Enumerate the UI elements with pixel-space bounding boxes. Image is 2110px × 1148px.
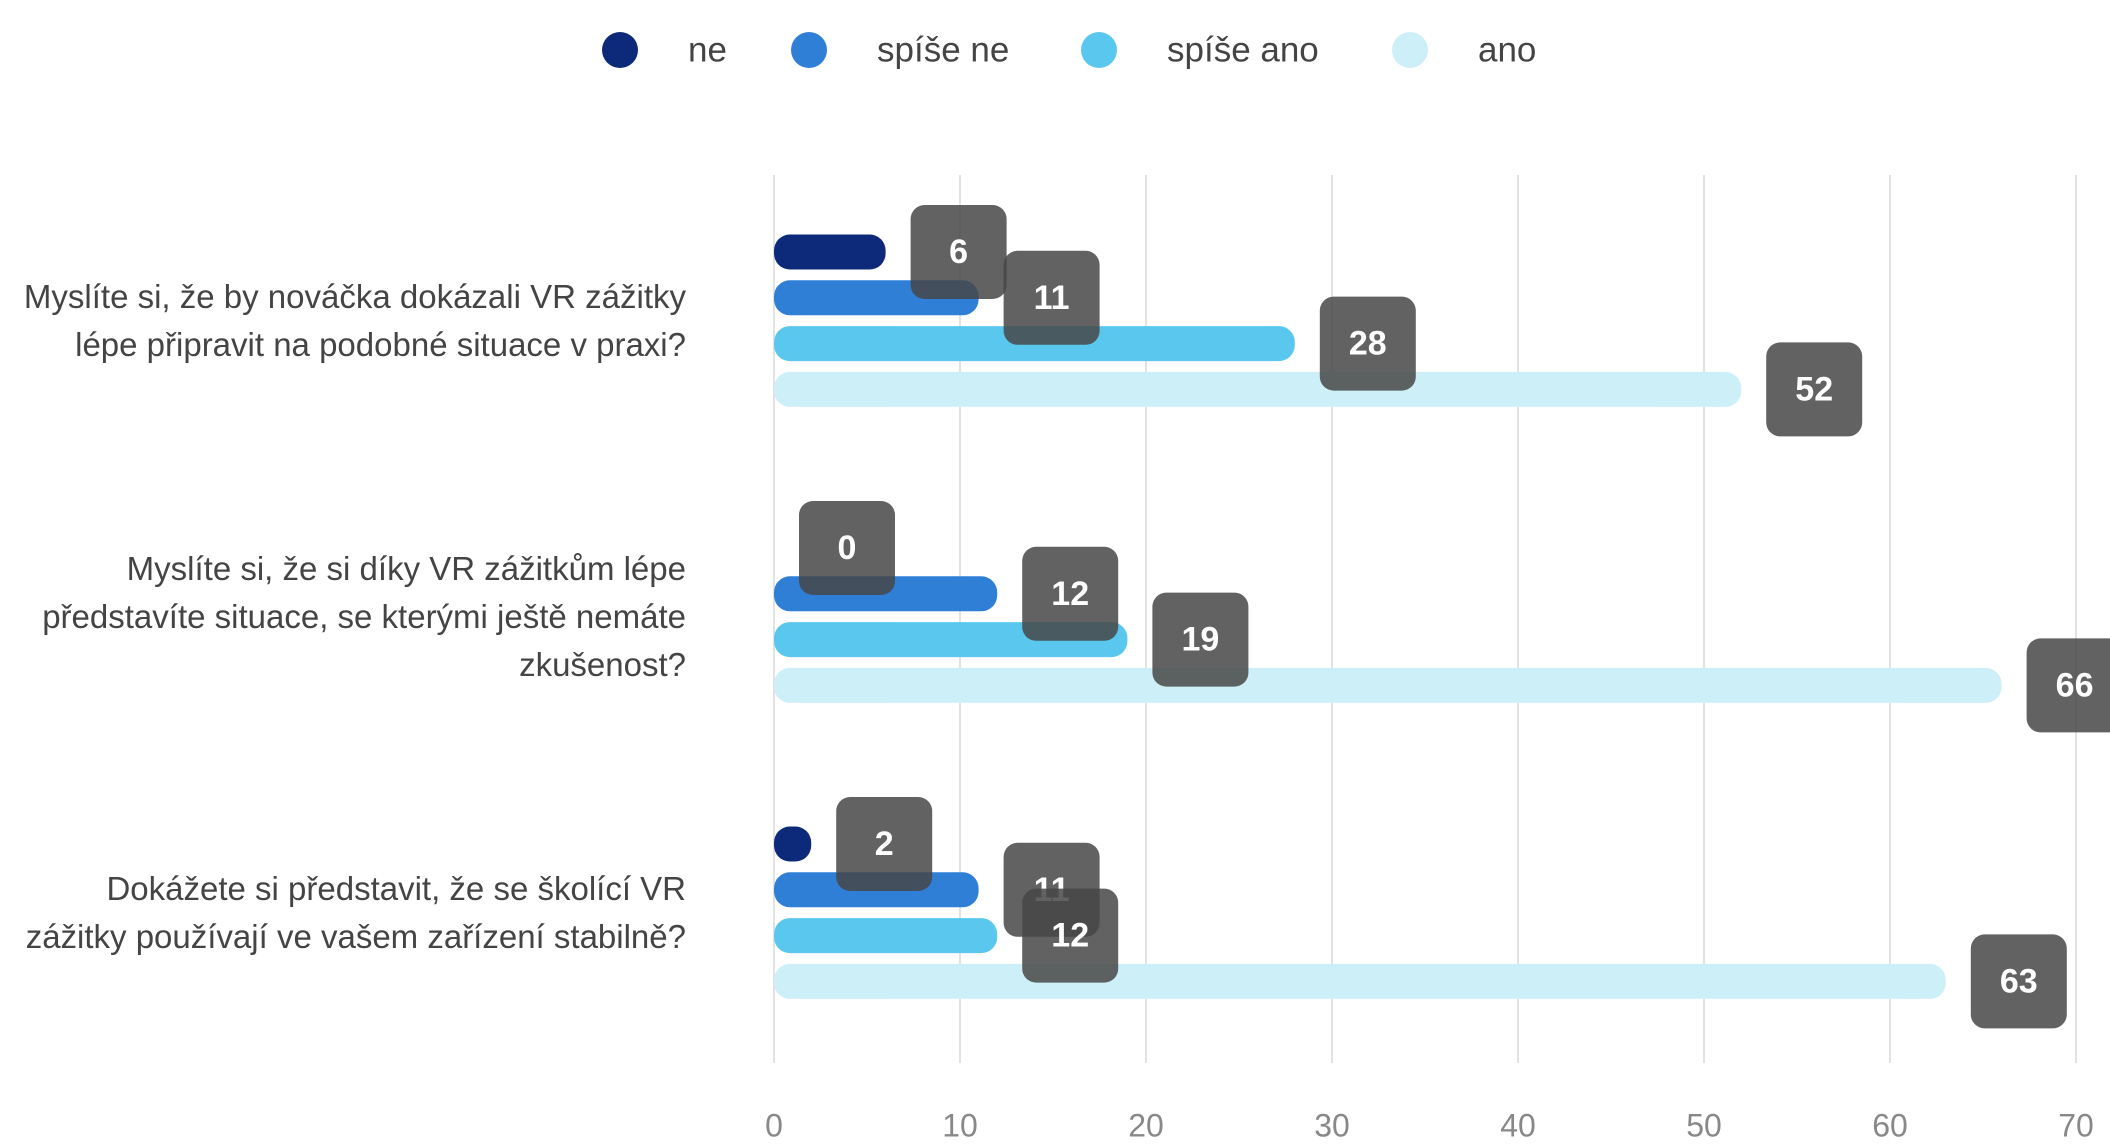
data-label-box: [799, 501, 895, 595]
data-label-box: [836, 797, 933, 891]
bar: [774, 963, 1946, 999]
data-label-box: [2026, 638, 2110, 733]
x-tick-label: 10: [942, 1107, 978, 1143]
legend-label: ano: [1478, 30, 1536, 69]
data-label-box: [910, 205, 1007, 299]
legend-swatch: [791, 32, 827, 68]
data-label-box: [1766, 342, 1863, 437]
bar: [774, 667, 2002, 703]
bar: [774, 918, 998, 954]
category-label: Myslíte si, že si díky VR zážitkům lépe …: [42, 549, 686, 683]
data-label: 12: [1051, 575, 1089, 613]
legend-swatch: [1081, 32, 1117, 68]
legend-label: ne: [688, 30, 727, 69]
data-label-box: [1022, 888, 1119, 983]
data-label-box: [1970, 934, 2067, 1029]
x-tick-label: 0: [765, 1107, 783, 1143]
data-label: 6: [949, 233, 968, 271]
data-label: 19: [1181, 621, 1219, 659]
data-label: 12: [1051, 917, 1089, 955]
legend-swatch: [1392, 32, 1428, 68]
data-label: 11: [1034, 279, 1070, 317]
data-label: 2: [875, 825, 894, 863]
data-label-box: [1022, 546, 1119, 641]
legend-label: spíše ano: [1167, 30, 1319, 69]
bar: [774, 234, 886, 270]
legend-label: spíše ne: [877, 30, 1009, 69]
data-label-box: [1152, 592, 1249, 687]
legend-swatch: [602, 32, 638, 68]
x-tick-label: 50: [1686, 1107, 1722, 1143]
x-tick-label: 20: [1128, 1107, 1164, 1143]
data-label: 0: [838, 529, 857, 567]
category-label: Dokážete si představit, že se školící VR…: [25, 869, 686, 955]
data-label-box: [1319, 296, 1416, 391]
data-label: 66: [2056, 666, 2094, 704]
bar: [774, 826, 812, 862]
data-label: 52: [1795, 370, 1833, 408]
bar: [774, 371, 1742, 407]
data-label: 63: [2000, 962, 2038, 1000]
x-tick-label: 30: [1314, 1107, 1350, 1143]
x-tick-label: 40: [1500, 1107, 1536, 1143]
x-tick-label: 70: [2058, 1107, 2094, 1143]
data-label-box: [1003, 250, 1100, 345]
category-label: Myslíte si, že by nováčka dokázali VR zá…: [23, 277, 686, 363]
data-label: 28: [1349, 325, 1387, 363]
x-tick-label: 60: [1872, 1107, 1908, 1143]
